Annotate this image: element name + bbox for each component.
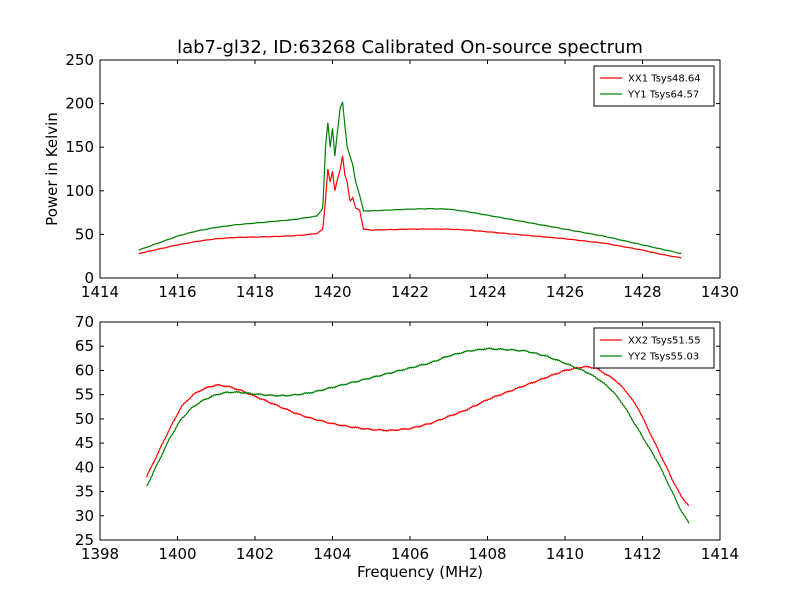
series-line-xx1 — [138, 155, 682, 259]
y-tick-label: 100 — [65, 182, 94, 200]
chart-title: lab7-gl32, ID:63268 Calibrated On-source… — [177, 37, 643, 58]
y-tick-label: 45 — [75, 434, 94, 452]
x-tick-label: 1426 — [546, 283, 584, 301]
x-tick-label: 1418 — [236, 283, 274, 301]
x-tick-label: 1412 — [623, 545, 661, 563]
x-tick-label: 1410 — [546, 545, 584, 563]
series-line-yy1 — [138, 101, 682, 255]
x-tick-label: 1430 — [701, 283, 739, 301]
series-line-xx2 — [145, 365, 690, 506]
y-tick-label: 60 — [75, 361, 94, 379]
y-tick-label: 35 — [75, 483, 94, 501]
y-tick-label: 150 — [65, 138, 94, 156]
legend-label: YY1 Tsys64.57 — [627, 90, 699, 101]
x-tick-label: 1414 — [81, 283, 119, 301]
legend: XX1 Tsys48.64 YY1 Tsys64.57 — [593, 65, 715, 107]
y-tick-label: 40 — [75, 458, 94, 476]
bottom-spectrum-plot: 1398 1400 1402 1404 1406 1408 1410 1412 1414 25 30… — [75, 313, 739, 581]
top-spectrum-plot: 1414 1416 1418 1420 1422 1424 1426 1428 1430 0 50 1… — [43, 51, 739, 301]
x-tick-label: 1414 — [701, 545, 739, 563]
y-tick-label: 0 — [84, 269, 94, 287]
x-axis-label: Frequency (MHz) — [357, 563, 483, 581]
y-axis-label: Power in Kelvin — [43, 112, 61, 226]
y-tick-label: 50 — [75, 225, 94, 243]
x-tick-label: 1406 — [391, 545, 429, 563]
y-tick-label: 200 — [65, 95, 94, 113]
x-tick-label: 1420 — [313, 283, 351, 301]
x-tick-label: 1400 — [158, 545, 196, 563]
legend-label: XX2 Tsys51.55 — [628, 336, 701, 347]
legend-box — [593, 65, 715, 107]
x-tick-label: 1416 — [158, 283, 196, 301]
y-tick-label: 65 — [75, 337, 94, 355]
y-tick-label: 50 — [75, 410, 94, 428]
y-tick-label: 70 — [75, 313, 94, 331]
x-tick-label: 1404 — [313, 545, 351, 563]
x-tick-label: 1428 — [623, 283, 661, 301]
y-tick-label: 55 — [75, 386, 94, 404]
legend: XX2 Tsys51.55 YY2 Tsys55.03 — [593, 327, 715, 369]
x-tick-label: 1398 — [81, 545, 119, 563]
y-tick-label: 30 — [75, 507, 94, 525]
series-line-yy2 — [146, 347, 690, 524]
y-tick-label: 250 — [65, 51, 94, 69]
legend-label: YY2 Tsys55.03 — [627, 352, 699, 363]
legend-label: XX1 Tsys48.64 — [628, 74, 701, 85]
x-tick-label: 1422 — [391, 283, 429, 301]
x-tick-label: 1424 — [468, 283, 506, 301]
legend-box — [593, 327, 715, 369]
x-tick-label: 1408 — [468, 545, 506, 563]
x-tick-label: 1402 — [236, 545, 274, 563]
y-tick-label: 25 — [75, 531, 94, 549]
